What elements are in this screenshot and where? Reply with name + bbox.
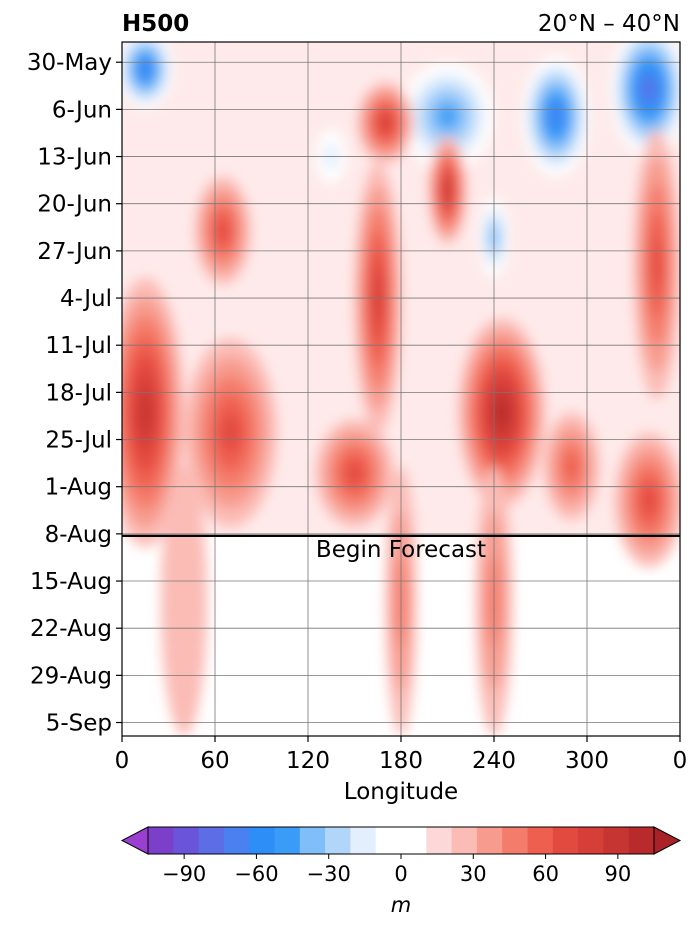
forecast-label: Begin Forecast — [316, 537, 486, 563]
anomaly-contour-ring — [551, 107, 561, 125]
colorbar-segment — [451, 827, 478, 854]
colorbar: −90 −60 −30 0 30 60 90 — [120, 826, 682, 886]
anomaly-contour-ring — [642, 486, 656, 514]
anomaly-feature — [194, 176, 251, 285]
anomaly-contour-ring — [644, 80, 654, 98]
y-tick-label: 25-Jul — [45, 428, 112, 454]
colorbar-segment — [476, 827, 503, 854]
y-tick-label: 20-Jun — [37, 192, 112, 218]
colorbar-tick-label: 30 — [460, 862, 487, 886]
y-tick-label: 6-Jun — [52, 97, 112, 123]
colorbar-segment — [375, 827, 402, 854]
colorbar-segment — [426, 827, 453, 854]
anomaly-contour-ring — [160, 466, 208, 736]
anomaly-contour-ring — [346, 462, 363, 485]
anomaly-feature — [160, 466, 208, 736]
colorbar-segment — [527, 827, 554, 854]
y-tick-label: 11-Jul — [45, 333, 112, 359]
x-tick-label: 300 — [565, 748, 609, 774]
anomaly-feature — [458, 318, 546, 507]
y-tick-label: 30-May — [27, 50, 112, 76]
grid-lines — [122, 42, 680, 736]
anomaly-contour-ring — [139, 393, 151, 432]
y-tick-label: 13-Jun — [37, 145, 112, 171]
colorbar-segment — [325, 827, 351, 854]
colorbar-tick-label: −60 — [234, 862, 278, 886]
anomaly-feature — [543, 412, 600, 521]
colorbar-segment — [249, 827, 275, 854]
chart-title-right: 20°N – 40°N — [538, 11, 680, 37]
chart-title-left: H500 — [122, 11, 189, 37]
y-tick-label: 18-Jul — [45, 380, 112, 406]
colorbar-segment — [148, 827, 174, 854]
anomaly-feature — [122, 42, 174, 110]
x-axis-label: Longitude — [344, 779, 458, 805]
x-tick-label: 0 — [115, 748, 130, 774]
plot-area — [122, 42, 680, 736]
anomaly-contour-ring — [496, 400, 508, 425]
y-tick-label: 8-Aug — [45, 522, 112, 548]
anomaly-feature — [357, 82, 414, 164]
y-tick-label: 15-Aug — [30, 569, 112, 595]
anomaly-feature — [428, 136, 467, 245]
colorbar-segment — [350, 827, 377, 854]
anomaly-contour-ring — [217, 219, 229, 242]
colorbar-tick-label: 90 — [604, 862, 631, 886]
anomaly-feature — [521, 55, 591, 177]
colorbar-segment — [274, 827, 301, 854]
anomaly-contour-ring — [221, 413, 240, 452]
y-tick-label: 27-Jun — [37, 239, 112, 265]
x-tick-label: 240 — [472, 748, 516, 774]
anomaly-contour-ring — [380, 116, 391, 130]
colorbar-segment — [401, 827, 427, 854]
anomaly-feature — [633, 129, 680, 400]
colorbar-segment — [603, 827, 630, 854]
y-tick-label: 1-Aug — [45, 475, 112, 501]
colorbar-under-arrow — [120, 826, 149, 855]
anomaly-contour-ring — [438, 105, 457, 127]
x-tick-label: 180 — [379, 748, 423, 774]
colorbar-over-arrow — [653, 826, 682, 855]
colorbar-segment — [223, 827, 250, 854]
y-tick-label: 29-Aug — [30, 663, 112, 689]
colorbar-tick-label: 60 — [532, 862, 559, 886]
colorbar-segment — [299, 827, 326, 854]
anomaly-feature — [401, 62, 494, 171]
colorbar-segment — [173, 827, 200, 854]
anomaly-feature — [315, 419, 394, 528]
y-tick-label: 5-Sep — [46, 711, 112, 737]
anomaly-contour-ring — [652, 237, 662, 292]
colorbar-tick-label: −30 — [307, 862, 351, 886]
colorbar-segment — [578, 827, 604, 854]
y-axis: 30-May 6-Jun 13-Jun 20-Jun 27-Jun 4-Jul 11-Jul… — [27, 50, 122, 737]
colorbar-label: m — [391, 893, 411, 917]
anomaly-feature — [614, 432, 680, 568]
y-tick-label: 22-Aug — [30, 616, 112, 642]
x-tick-label: 120 — [286, 748, 330, 774]
x-tick-label: 60 — [200, 748, 229, 774]
anomaly-feature — [184, 338, 277, 528]
colorbar-segment — [502, 827, 528, 854]
colorbar-segment — [628, 827, 655, 854]
anomaly-feature — [610, 42, 680, 157]
y-tick-label: 4-Jul — [60, 286, 112, 312]
anomaly-contour-ring — [444, 182, 451, 198]
x-tick-label: 0 — [673, 748, 688, 774]
x-axis: 0 60 120 180 240 300 0 — [115, 736, 688, 774]
colorbar-tick-label: 0 — [394, 862, 407, 886]
colorbar-segment — [198, 827, 225, 854]
colorbar-segment — [552, 827, 579, 854]
colorbar-tick-label: −90 — [162, 862, 206, 886]
anomaly-contour-ring — [564, 453, 579, 480]
anomaly-contour-ring — [141, 63, 150, 75]
